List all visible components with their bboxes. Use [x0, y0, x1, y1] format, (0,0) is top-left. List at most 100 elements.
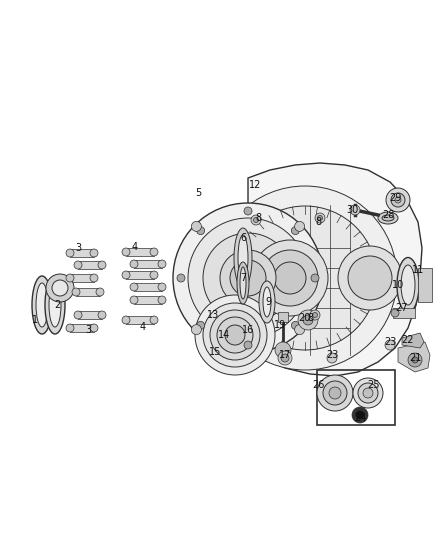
Text: 30: 30: [346, 205, 358, 215]
Polygon shape: [398, 342, 430, 372]
Circle shape: [90, 274, 98, 282]
Circle shape: [244, 341, 252, 349]
Ellipse shape: [401, 265, 415, 305]
Circle shape: [203, 303, 267, 367]
Text: 5: 5: [195, 188, 201, 198]
Circle shape: [173, 203, 323, 353]
Circle shape: [252, 240, 328, 316]
Bar: [78, 261, 102, 269]
Text: 16: 16: [242, 325, 254, 335]
Bar: [418, 268, 432, 302]
Bar: [134, 296, 162, 304]
Text: 15: 15: [209, 347, 221, 357]
Circle shape: [130, 260, 138, 268]
Ellipse shape: [397, 257, 419, 312]
Polygon shape: [402, 333, 424, 348]
Bar: [126, 271, 154, 279]
Circle shape: [230, 260, 266, 296]
Circle shape: [295, 221, 304, 231]
Circle shape: [66, 274, 74, 282]
Circle shape: [197, 227, 205, 235]
Circle shape: [122, 248, 130, 256]
Circle shape: [312, 312, 318, 318]
Bar: [278, 312, 288, 322]
Text: 8: 8: [315, 217, 321, 227]
Circle shape: [188, 218, 308, 338]
Ellipse shape: [238, 235, 248, 281]
Circle shape: [281, 354, 289, 362]
Text: 8: 8: [307, 313, 313, 323]
Circle shape: [96, 288, 104, 296]
Bar: [317, 370, 395, 425]
Circle shape: [303, 315, 313, 325]
Circle shape: [391, 309, 399, 317]
Circle shape: [220, 250, 276, 306]
Circle shape: [225, 325, 245, 345]
Circle shape: [158, 260, 166, 268]
Bar: [126, 316, 154, 324]
Circle shape: [197, 321, 205, 329]
Text: 29: 29: [389, 193, 401, 203]
Circle shape: [262, 250, 318, 306]
Circle shape: [274, 262, 306, 294]
Text: 22: 22: [402, 335, 414, 345]
Circle shape: [385, 340, 395, 350]
Text: 12: 12: [249, 180, 261, 190]
Ellipse shape: [32, 276, 52, 334]
Circle shape: [203, 233, 293, 323]
Bar: [70, 249, 94, 257]
Circle shape: [158, 283, 166, 291]
Ellipse shape: [49, 283, 61, 327]
Circle shape: [74, 261, 82, 269]
Circle shape: [327, 353, 337, 363]
Circle shape: [191, 325, 201, 335]
Circle shape: [391, 193, 405, 207]
Circle shape: [158, 296, 166, 304]
Ellipse shape: [259, 281, 275, 323]
Circle shape: [150, 271, 158, 279]
Circle shape: [244, 207, 252, 215]
Circle shape: [353, 378, 383, 408]
Text: 20: 20: [298, 313, 310, 323]
Circle shape: [130, 283, 138, 291]
Circle shape: [278, 351, 292, 365]
Ellipse shape: [240, 267, 246, 299]
Text: 9: 9: [265, 297, 271, 307]
Circle shape: [408, 353, 422, 367]
Circle shape: [122, 271, 130, 279]
Circle shape: [72, 288, 80, 296]
Circle shape: [291, 321, 300, 329]
Text: 8: 8: [255, 213, 261, 223]
Text: 1: 1: [32, 315, 38, 325]
Circle shape: [356, 411, 364, 419]
Text: 10: 10: [392, 280, 404, 290]
Circle shape: [338, 246, 402, 310]
Text: 13: 13: [207, 310, 219, 320]
Circle shape: [348, 256, 392, 300]
Text: 7: 7: [240, 273, 246, 283]
Bar: [126, 248, 154, 256]
Text: 23: 23: [326, 350, 338, 360]
Circle shape: [233, 206, 377, 350]
Circle shape: [74, 311, 82, 319]
Circle shape: [98, 311, 106, 319]
Circle shape: [195, 295, 275, 375]
Circle shape: [295, 325, 304, 335]
Circle shape: [251, 215, 261, 225]
Text: 27: 27: [396, 303, 408, 313]
Circle shape: [46, 274, 74, 302]
Ellipse shape: [45, 276, 65, 334]
Text: 2: 2: [54, 300, 60, 310]
Circle shape: [90, 249, 98, 257]
Ellipse shape: [378, 212, 398, 224]
Bar: [393, 308, 415, 318]
Text: 11: 11: [412, 265, 424, 275]
Circle shape: [412, 357, 418, 363]
Circle shape: [177, 274, 185, 282]
Text: 24: 24: [354, 413, 366, 423]
Text: 3: 3: [85, 325, 91, 335]
Ellipse shape: [263, 287, 271, 317]
Circle shape: [66, 324, 74, 332]
Text: 19: 19: [274, 320, 286, 330]
Bar: [134, 260, 162, 268]
